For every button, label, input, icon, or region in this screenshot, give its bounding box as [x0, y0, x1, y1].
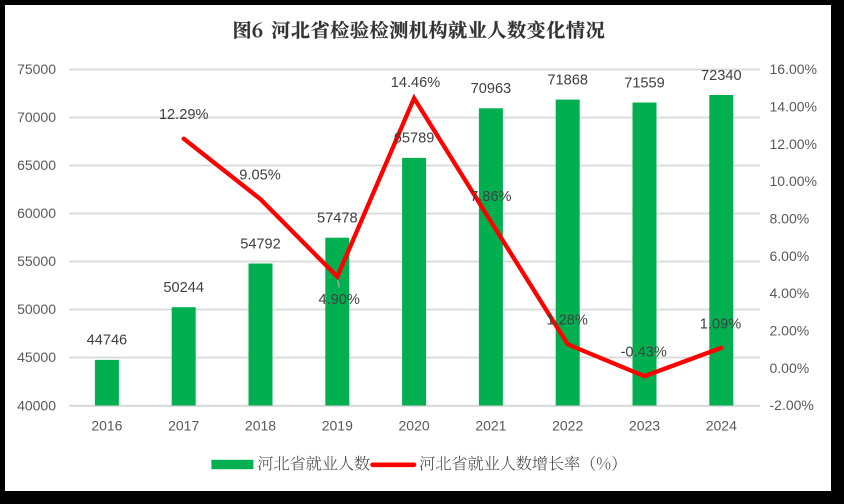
- svg-text:2016: 2016: [91, 418, 122, 434]
- svg-text:2019: 2019: [322, 418, 353, 434]
- svg-text:2017: 2017: [168, 418, 199, 434]
- svg-text:40000: 40000: [17, 398, 56, 414]
- svg-text:14.00%: 14.00%: [770, 99, 817, 115]
- svg-text:75000: 75000: [17, 61, 56, 77]
- svg-text:16.00%: 16.00%: [770, 61, 817, 77]
- svg-text:45000: 45000: [17, 349, 56, 365]
- svg-text:50244: 50244: [163, 280, 204, 296]
- svg-text:54792: 54792: [240, 236, 281, 252]
- svg-text:14.46%: 14.46%: [391, 75, 441, 91]
- svg-text:7.86%: 7.86%: [470, 189, 511, 205]
- svg-text:55000: 55000: [17, 253, 56, 269]
- svg-text:70000: 70000: [17, 109, 56, 125]
- svg-text:65789: 65789: [394, 131, 435, 147]
- svg-text:12.29%: 12.29%: [159, 107, 209, 123]
- svg-text:70963: 70963: [471, 81, 512, 97]
- svg-text:1.28%: 1.28%: [547, 313, 588, 329]
- svg-text:0.00%: 0.00%: [770, 360, 810, 376]
- svg-text:60000: 60000: [17, 205, 56, 221]
- svg-text:2022: 2022: [552, 418, 583, 434]
- svg-text:12.00%: 12.00%: [770, 136, 817, 152]
- svg-text:2018: 2018: [245, 418, 276, 434]
- svg-text:4.00%: 4.00%: [770, 285, 810, 301]
- svg-text:6.00%: 6.00%: [770, 248, 810, 264]
- svg-text:-2.00%: -2.00%: [770, 397, 814, 413]
- svg-text:2024: 2024: [706, 418, 737, 434]
- svg-text:9.05%: 9.05%: [239, 168, 280, 184]
- svg-text:65000: 65000: [17, 157, 56, 173]
- svg-text:-0.43%: -0.43%: [621, 345, 667, 361]
- svg-text:2021: 2021: [475, 418, 506, 434]
- svg-text:10.00%: 10.00%: [770, 173, 817, 189]
- svg-text:2023: 2023: [629, 418, 660, 434]
- svg-text:8.00%: 8.00%: [770, 211, 810, 227]
- svg-text:1.09%: 1.09%: [700, 316, 741, 332]
- svg-text:71559: 71559: [624, 75, 665, 91]
- svg-text:50000: 50000: [17, 301, 56, 317]
- svg-text:57478: 57478: [317, 211, 358, 227]
- svg-text:2.00%: 2.00%: [770, 323, 810, 339]
- svg-text:44746: 44746: [87, 333, 128, 349]
- svg-text:71868: 71868: [547, 72, 588, 88]
- svg-text:4.90%: 4.90%: [319, 292, 360, 308]
- svg-text:72340: 72340: [701, 68, 742, 84]
- svg-text:2020: 2020: [399, 418, 430, 434]
